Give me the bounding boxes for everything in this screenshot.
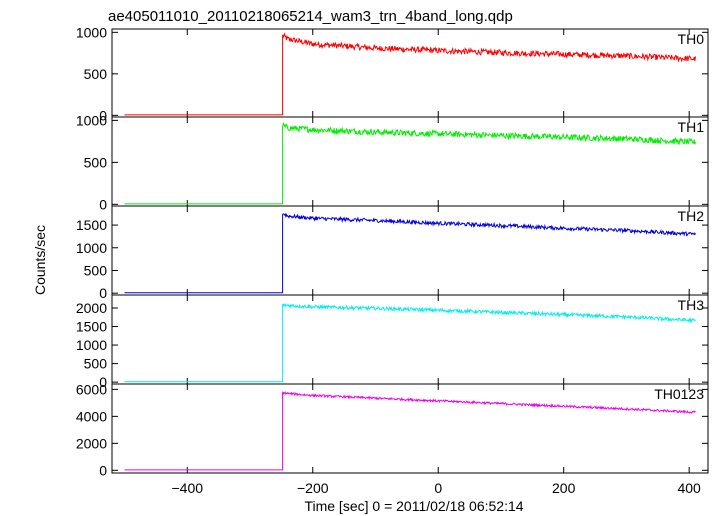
x-tick-label: 200 bbox=[552, 480, 576, 496]
y-tick-label: 0 bbox=[99, 374, 107, 390]
x-tick-label: −200 bbox=[297, 480, 329, 496]
series-line-th0 bbox=[124, 32, 696, 116]
series-label: TH0123 bbox=[654, 386, 704, 402]
y-tick-label: 1000 bbox=[76, 112, 107, 128]
series-line-th0123 bbox=[124, 391, 696, 471]
panel-frame bbox=[111, 205, 709, 296]
y-tick-label: 500 bbox=[84, 66, 108, 82]
x-tick-label: −400 bbox=[172, 480, 204, 496]
x-axis-label: Time [sec] 0 = 2011/02/18 06:52:14 bbox=[304, 498, 523, 514]
panel-th3: 0 500 1000 1500 2000 TH3 bbox=[76, 294, 709, 390]
y-tick-label: 500 bbox=[84, 154, 108, 170]
y-tick-label: 6000 bbox=[76, 381, 107, 397]
y-tick-label: 1000 bbox=[76, 240, 107, 256]
series-line-th2 bbox=[124, 212, 696, 294]
panel-frame bbox=[111, 383, 709, 474]
y-tick-label: 0 bbox=[99, 196, 107, 212]
y-tick-label: 2000 bbox=[76, 300, 107, 316]
y-tick-label: 0 bbox=[99, 285, 107, 301]
series-line-th1 bbox=[124, 121, 696, 205]
panel-th1: 0 500 1000 TH1 bbox=[76, 112, 709, 212]
y-tick-label: 500 bbox=[84, 356, 108, 372]
panel-th0: 0 500 1000 TH0 bbox=[76, 24, 709, 123]
series-label: TH3 bbox=[678, 297, 705, 313]
panel-frame bbox=[111, 116, 709, 207]
y-tick-label: 500 bbox=[84, 262, 108, 278]
series-line-th3 bbox=[124, 303, 696, 383]
y-tick-label: 2000 bbox=[76, 435, 107, 451]
y-tick-label: 1000 bbox=[76, 337, 107, 353]
panel-stack: 0 500 1000 TH0 0 500 1000 TH1 0 500 1000 1500 TH2 0 50… bbox=[76, 24, 709, 496]
y-tick-label: 1000 bbox=[76, 24, 107, 40]
x-tick-label: 400 bbox=[677, 480, 701, 496]
x-tick-label: 0 bbox=[434, 480, 442, 496]
chart-title: ae405011010_20110218065214_wam3_trn_4ban… bbox=[108, 8, 513, 25]
y-tick-label: 1500 bbox=[76, 217, 107, 233]
y-tick-label: 4000 bbox=[76, 408, 107, 424]
y-tick-label: 0 bbox=[99, 107, 107, 123]
series-label: TH2 bbox=[678, 208, 705, 224]
y-tick-label: 1500 bbox=[76, 319, 107, 335]
series-label: TH1 bbox=[678, 119, 705, 135]
y-tick-label: 0 bbox=[99, 462, 107, 478]
y-axis-label: Counts/sec bbox=[32, 225, 48, 295]
series-label: TH0 bbox=[678, 31, 705, 47]
panel-frame bbox=[111, 28, 709, 118]
panel-th0123: 0 2000 4000 6000 TH0123 bbox=[76, 381, 709, 478]
panel-th2: 0 500 1000 1500 TH2 bbox=[76, 205, 709, 301]
